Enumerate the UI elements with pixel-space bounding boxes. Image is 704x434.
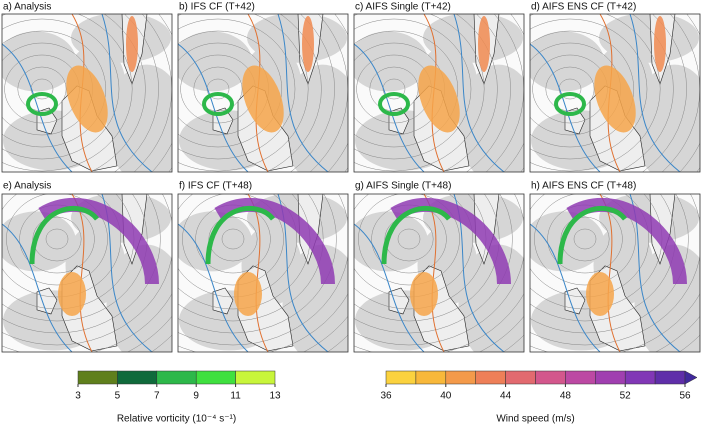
panel-title: a) Analysis	[3, 2, 51, 13]
wind-swath	[478, 16, 490, 72]
panel-title: e) Analysis	[3, 181, 51, 192]
panel-title: g) AIFS Single (T+48)	[355, 181, 451, 192]
colorbar-label: Wind speed (m/s)	[496, 414, 574, 425]
wind-swath	[410, 272, 438, 316]
colorbar-segment	[386, 371, 416, 384]
colorbar-tick-label: 5	[115, 391, 121, 402]
colorbar-extension	[685, 371, 697, 384]
colorbar-segment	[536, 371, 566, 384]
colorbar-segment	[565, 371, 595, 384]
colorbar-segment	[78, 371, 117, 384]
panel-title: b) IFS CF (T+42)	[179, 2, 255, 13]
panel-title: c) AIFS Single (T+42)	[355, 2, 451, 13]
colorbar-segment	[236, 371, 275, 384]
panel-title: f) IFS CF (T+48)	[179, 181, 252, 192]
colorbar-tick-label: 11	[230, 391, 241, 402]
colorbar-segment	[506, 371, 536, 384]
colorbar-tick-label: 9	[193, 391, 199, 402]
colorbar-segment	[476, 371, 506, 384]
colorbar-segment	[625, 371, 655, 384]
colorbar-tick-label: 7	[154, 391, 160, 402]
colorbar-tick-label: 3	[75, 391, 81, 402]
wind-swath	[234, 272, 262, 316]
wind-swath	[302, 16, 314, 72]
colorbar-segment	[595, 371, 625, 384]
colorbar-tick-label: 52	[620, 391, 632, 402]
colorbar-tick-label: 36	[380, 391, 392, 402]
colorbar-segment	[655, 371, 685, 384]
wind-swath	[586, 272, 614, 316]
colorbar-segment	[446, 371, 476, 384]
wind-swath	[126, 16, 138, 72]
wind-swath	[58, 272, 86, 316]
colorbar-segment	[416, 371, 446, 384]
colorbar-tick-label: 56	[679, 391, 691, 402]
colorbar-tick-label: 48	[560, 391, 572, 402]
wind-swath	[654, 16, 666, 72]
panel-title: d) AIFS ENS CF (T+42)	[531, 2, 636, 13]
colorbar-segment	[157, 371, 196, 384]
colorbar-tick-label: 13	[269, 391, 281, 402]
colorbar-label: Relative vorticity (10⁻⁴ s⁻¹)	[117, 414, 236, 425]
panel-title: h) AIFS ENS CF (T+48)	[531, 181, 636, 192]
colorbar-tick-label: 44	[500, 391, 512, 402]
colorbar-tick-label: 40	[440, 391, 452, 402]
colorbar-segment	[196, 371, 235, 384]
colorbar-segment	[117, 371, 156, 384]
